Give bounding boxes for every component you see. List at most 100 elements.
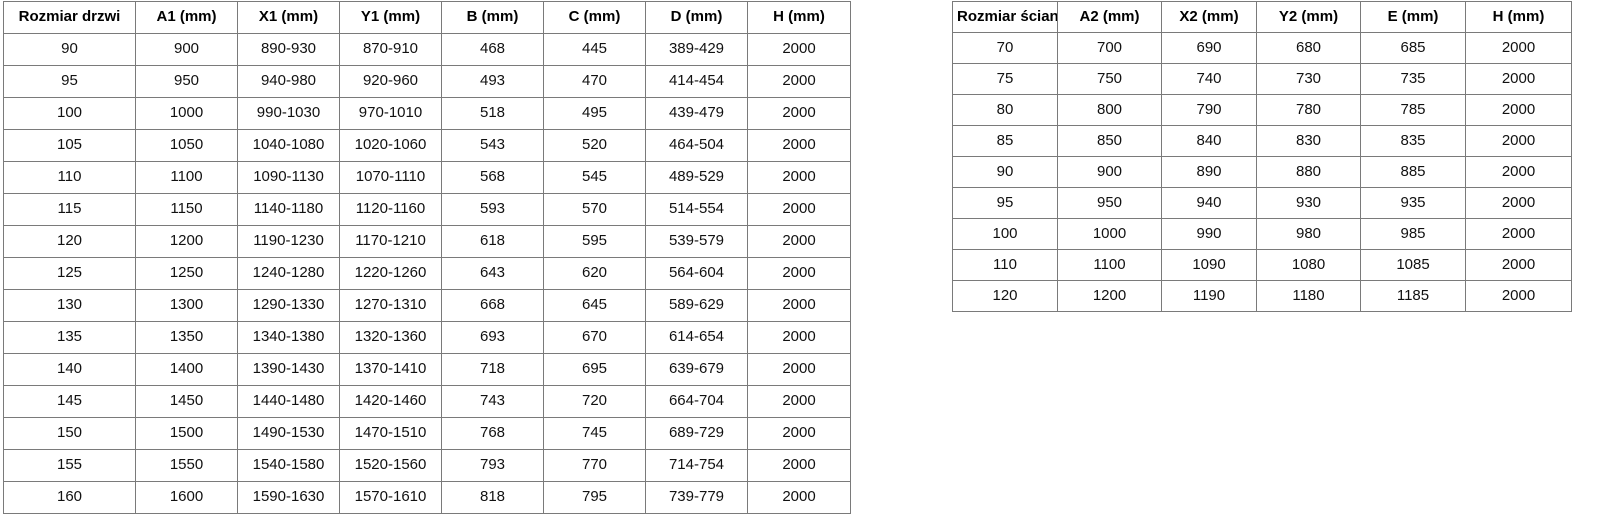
door-cell: 793 xyxy=(441,449,544,482)
wall-cell: 100 xyxy=(952,218,1058,250)
door-cell: 1340-1380 xyxy=(237,321,340,354)
wall-cell: 80 xyxy=(952,94,1058,126)
door-cell: 125 xyxy=(3,257,136,290)
door-cell: 693 xyxy=(441,321,544,354)
door-cell: 464-504 xyxy=(645,129,748,162)
door-column-header-3: Y1 (mm) xyxy=(339,1,442,34)
door-cell: 890-930 xyxy=(237,33,340,66)
wall-cell: 885 xyxy=(1360,156,1466,188)
door-cell: 990-1030 xyxy=(237,97,340,130)
table-row: 75 750 740 730 735 2000 xyxy=(952,63,1572,95)
table-row: 80 800 790 780 785 2000 xyxy=(952,94,1572,126)
door-cell: 2000 xyxy=(747,321,851,354)
door-cell: 1540-1580 xyxy=(237,449,340,482)
wall-cell: 935 xyxy=(1360,187,1466,219)
wall-cell: 735 xyxy=(1360,63,1466,95)
wall-cell: 880 xyxy=(1256,156,1361,188)
door-column-header-4: B (mm) xyxy=(441,1,544,34)
door-cell: 2000 xyxy=(747,449,851,482)
door-cell: 645 xyxy=(543,289,646,322)
door-cell: 1350 xyxy=(135,321,238,354)
wall-cell: 2000 xyxy=(1465,156,1572,188)
door-cell: 870-910 xyxy=(339,33,442,66)
table-row: 115 1150 1140-1180 1120-1160 593 570 514-554 20… xyxy=(3,193,851,226)
door-cell: 2000 xyxy=(747,193,851,226)
door-cell: 1600 xyxy=(135,481,238,514)
door-cell: 470 xyxy=(543,65,646,98)
door-cell: 1020-1060 xyxy=(339,129,442,162)
wall-cell: 1085 xyxy=(1360,249,1466,281)
door-cell: 1090-1130 xyxy=(237,161,340,194)
door-cell: 520 xyxy=(543,129,646,162)
door-cell: 1270-1310 xyxy=(339,289,442,322)
door-cell: 2000 xyxy=(747,97,851,130)
wall-cell: 680 xyxy=(1256,32,1361,64)
door-cell: 140 xyxy=(3,353,136,386)
wall-cell: 90 xyxy=(952,156,1058,188)
door-column-header-7: H (mm) xyxy=(747,1,851,34)
wall-cell: 890 xyxy=(1161,156,1257,188)
door-cell: 940-980 xyxy=(237,65,340,98)
door-cell: 1490-1530 xyxy=(237,417,340,450)
door-cell: 770 xyxy=(543,449,646,482)
door-cell: 439-479 xyxy=(645,97,748,130)
door-cell: 493 xyxy=(441,65,544,98)
door-cell: 739-779 xyxy=(645,481,748,514)
door-cell: 2000 xyxy=(747,225,851,258)
door-cell: 695 xyxy=(543,353,646,386)
door-cell: 95 xyxy=(3,65,136,98)
door-cell: 2000 xyxy=(747,481,851,514)
table-row: 105 1050 1040-1080 1020-1060 543 520 464-504 20… xyxy=(3,129,851,162)
door-cell: 1240-1280 xyxy=(237,257,340,290)
table-row: 125 1250 1240-1280 1220-1260 643 620 564-604 20… xyxy=(3,257,851,290)
door-table-body: 90 900 890-930 870-910 468 445 389-429 2000 95 95… xyxy=(3,33,851,514)
door-cell: 1520-1560 xyxy=(339,449,442,482)
door-cell: 2000 xyxy=(747,65,851,98)
wall-column-header-0: Rozmiar ścianki xyxy=(952,1,1058,33)
door-cell: 568 xyxy=(441,161,544,194)
table-header-row: Rozmiar ściankiA2 (mm)X2 (mm)Y2 (mm)E (m… xyxy=(952,1,1572,33)
wall-cell: 835 xyxy=(1360,125,1466,157)
door-cell: 1400 xyxy=(135,353,238,386)
door-cell: 564-604 xyxy=(645,257,748,290)
door-cell: 495 xyxy=(543,97,646,130)
table-row: 120 1200 1190-1230 1170-1210 618 595 539-579 20… xyxy=(3,225,851,258)
door-cell: 1250 xyxy=(135,257,238,290)
door-cell: 618 xyxy=(441,225,544,258)
door-cell: 589-629 xyxy=(645,289,748,322)
wall-cell: 2000 xyxy=(1465,280,1572,312)
door-cell: 2000 xyxy=(747,417,851,450)
door-cell: 1040-1080 xyxy=(237,129,340,162)
wall-cell: 1190 xyxy=(1161,280,1257,312)
door-cell: 414-454 xyxy=(645,65,748,98)
wall-cell: 800 xyxy=(1057,94,1162,126)
door-cell: 1320-1360 xyxy=(339,321,442,354)
wall-column-header-2: X2 (mm) xyxy=(1161,1,1257,33)
door-dimensions-table: Rozmiar drzwi A1 (mm) X1 (mm) Y1 (mm) B (mm)… xyxy=(3,1,851,514)
door-cell: 105 xyxy=(3,129,136,162)
door-cell: 489-529 xyxy=(645,161,748,194)
door-cell: 1170-1210 xyxy=(339,225,442,258)
table-row: 100 1000 990-1030 970-1010 518 495 439-479 2000 xyxy=(3,97,851,130)
wall-cell: 780 xyxy=(1256,94,1361,126)
door-cell: 595 xyxy=(543,225,646,258)
wall-cell: 850 xyxy=(1057,125,1162,157)
door-cell: 150 xyxy=(3,417,136,450)
wall-cell: 1185 xyxy=(1360,280,1466,312)
table-row: 145 1450 1440-1480 1420-1460 743 720 664-704 20… xyxy=(3,385,851,418)
wall-cell: 685 xyxy=(1360,32,1466,64)
table-row: 110 1100 1090 1080 1085 2000 xyxy=(952,249,1572,281)
door-cell: 1190-1230 xyxy=(237,225,340,258)
wall-cell: 1100 xyxy=(1057,249,1162,281)
door-cell: 593 xyxy=(441,193,544,226)
door-cell: 468 xyxy=(441,33,544,66)
door-cell: 639-679 xyxy=(645,353,748,386)
door-cell: 539-579 xyxy=(645,225,748,258)
wall-column-header-1: A2 (mm) xyxy=(1057,1,1162,33)
wall-column-header-3: Y2 (mm) xyxy=(1256,1,1361,33)
wall-table-body: 70 700 690 680 685 2000 75 750 740 730 735 2000 80 80… xyxy=(952,32,1572,312)
door-cell: 620 xyxy=(543,257,646,290)
wall-table-header: Rozmiar ściankiA2 (mm)X2 (mm)Y2 (mm)E (m… xyxy=(952,1,1572,33)
wall-cell: 1180 xyxy=(1256,280,1361,312)
wall-cell: 950 xyxy=(1057,187,1162,219)
